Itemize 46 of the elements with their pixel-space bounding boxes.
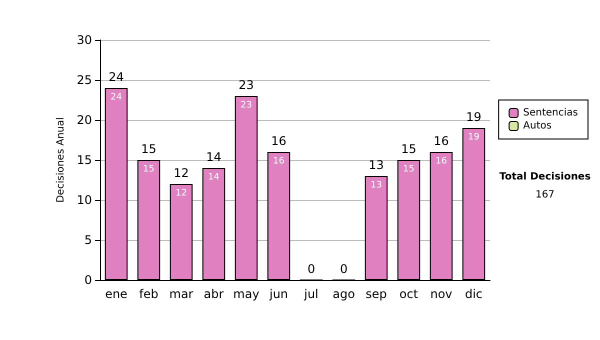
total-label: 23	[238, 78, 254, 92]
data-label: 23	[240, 100, 252, 110]
total-label: 12	[174, 166, 189, 180]
y-tick-label: 0	[84, 273, 92, 287]
x-tick-label: jul	[303, 287, 318, 301]
y-tick-label: 30	[76, 33, 92, 47]
x-tick-label: ago	[332, 287, 355, 301]
x-tick-label: feb	[139, 287, 158, 301]
data-label: 14	[208, 172, 220, 182]
x-tick-label: may	[233, 287, 260, 301]
y-tick-label: 20	[76, 113, 92, 127]
x-tick-label: mar	[169, 287, 194, 301]
x-tick-label: abr	[204, 287, 224, 301]
total-label: 19	[466, 110, 482, 124]
data-label: 15	[403, 164, 414, 174]
y-tick-label: 15	[76, 153, 92, 167]
legend-label: Sentencias	[523, 108, 578, 118]
total-label: 16	[271, 134, 286, 148]
total-label: 24	[108, 70, 124, 84]
legend-label: Autos	[523, 120, 552, 132]
text: 167	[535, 190, 555, 200]
y-tick-label: 25	[76, 73, 92, 87]
y-axis-title: Decisiones Anual	[55, 117, 66, 203]
x-tick-label: jun	[268, 287, 288, 301]
total-label: 0	[307, 262, 316, 276]
data-label: 19	[468, 132, 480, 142]
y-tick-label: 5	[84, 233, 92, 247]
total-label: 16	[434, 134, 449, 148]
y-tick-label: 10	[76, 193, 92, 207]
x-tick-label: dic	[464, 287, 483, 301]
total-label: 0	[340, 262, 348, 276]
data-label: 12	[176, 188, 187, 198]
x-tick-label: oct	[399, 287, 418, 301]
data-label: 16	[436, 156, 448, 166]
x-tick-label: sep	[366, 287, 387, 301]
data-label: 15	[143, 164, 154, 174]
data-label: 16	[273, 156, 285, 166]
total-label: 13	[368, 158, 384, 172]
total-label: 15	[401, 142, 416, 156]
data-label: 13	[370, 180, 382, 190]
text: Total Decisiones	[499, 172, 591, 182]
total-label: 14	[206, 150, 222, 164]
total-label: 15	[141, 142, 156, 156]
x-tick-label: nov	[430, 287, 452, 301]
x-tick-label: ene	[105, 287, 128, 301]
data-label: 24	[110, 92, 122, 102]
